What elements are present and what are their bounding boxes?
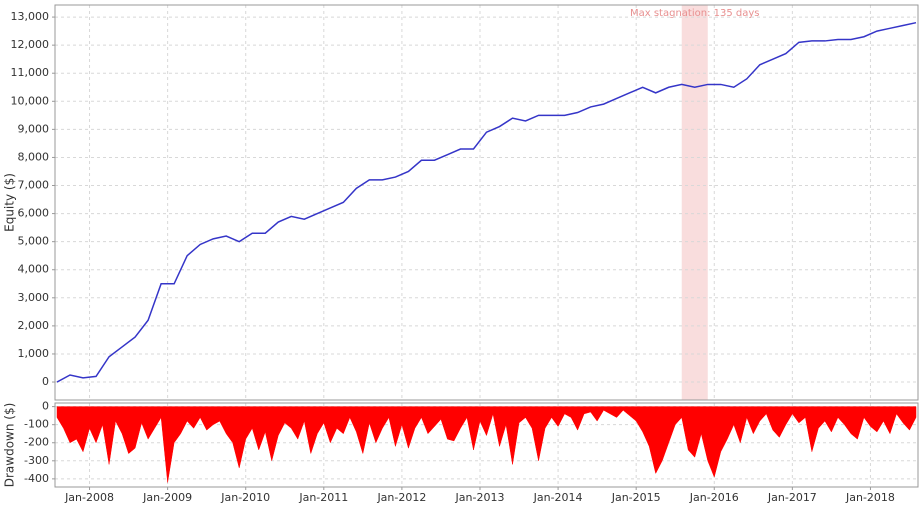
y-tick-label: 2,000: [18, 319, 50, 332]
drawdown-area: [56, 406, 917, 483]
y-tick-label: -400: [24, 472, 49, 485]
x-tick-label: Jan-2011: [298, 491, 348, 504]
x-tick-label: Jan-2013: [455, 491, 505, 504]
y-tick-label: 12,000: [11, 38, 50, 51]
x-tick-label: Jan-2010: [220, 491, 270, 504]
y-tick-label: 8,000: [18, 150, 50, 163]
y-tick-label: 13,000: [11, 10, 50, 23]
y-tick-label: 11,000: [11, 66, 50, 79]
x-tick-label: Jan-2009: [142, 491, 192, 504]
y-tick-label: -100: [24, 418, 49, 431]
y-tick-label: 6,000: [18, 207, 50, 220]
x-tick-label: Jan-2016: [689, 491, 739, 504]
plot-area: [54, 4, 919, 401]
y-tick-label: -300: [24, 454, 49, 467]
x-tick-label: Jan-2014: [533, 491, 583, 504]
y-tick-label: 7,000: [18, 179, 50, 192]
y-axis-label: Equity ($): [3, 173, 17, 232]
x-tick-label: Jan-2018: [845, 491, 895, 504]
x-tick-label: Jan-2012: [376, 491, 426, 504]
x-tick-label: Jan-2017: [767, 491, 817, 504]
x-tick-label: Jan-2015: [611, 491, 661, 504]
y-tick-label: 10,000: [11, 94, 50, 107]
stagnation-label: Max stagnation: 135 days: [630, 8, 760, 19]
y-tick-label: 5,000: [18, 235, 50, 248]
y-axis-label: Drawdown ($): [3, 403, 17, 488]
y-tick-label: -200: [24, 436, 49, 449]
equity-line: [56, 21, 917, 383]
y-tick-label: 0: [42, 400, 49, 413]
y-tick-label: 4,000: [18, 263, 50, 276]
y-tick-label: 0: [42, 375, 49, 388]
stagnation-band: [681, 5, 708, 400]
y-tick-label: 9,000: [18, 122, 50, 135]
plot-frame: [54, 4, 919, 401]
y-tick-label: 3,000: [18, 291, 50, 304]
plot-frame: [54, 402, 919, 488]
x-tick-label: Jan-2008: [64, 491, 114, 504]
y-tick-label: 1,000: [18, 347, 50, 360]
